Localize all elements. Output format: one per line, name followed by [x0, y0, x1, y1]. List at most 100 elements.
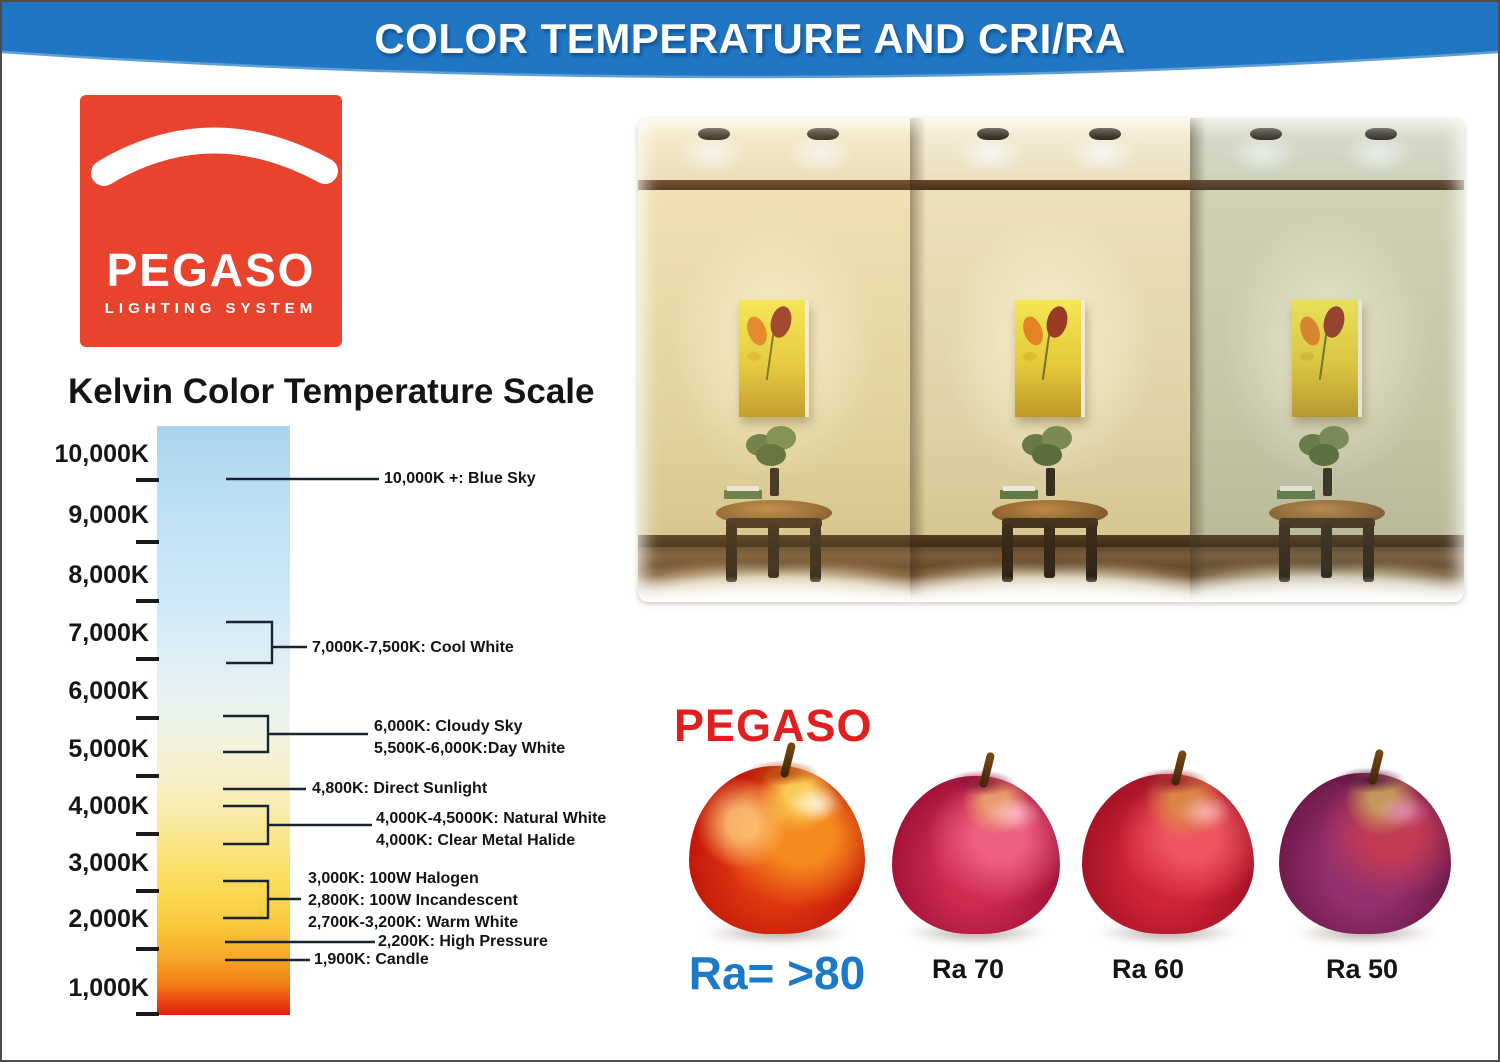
side-table — [716, 500, 832, 582]
table-reflection — [704, 556, 844, 574]
kelvin-tick-label: 9,000K — [68, 501, 149, 529]
room-alcove — [910, 118, 1190, 602]
kelvin-tick-mark — [136, 540, 159, 544]
spotlight-fixture — [977, 128, 1010, 140]
plant-foliage — [744, 424, 804, 472]
crown-molding — [1190, 180, 1464, 190]
painting-detail — [1300, 352, 1314, 361]
kelvin-tick-mark — [136, 832, 159, 836]
orange-tulip — [1296, 313, 1324, 349]
table-leg — [726, 524, 737, 582]
kelvin-tick-mark — [136, 889, 159, 893]
apple-ra60 — [1082, 749, 1254, 943]
kelvin-tick-label: 8,000K — [68, 561, 149, 589]
ceiling — [910, 118, 1190, 180]
apple-highlight — [1375, 793, 1432, 829]
kelvin-tick-mark — [136, 599, 159, 603]
logo-tagline-text: LIGHTING SYSTEM — [104, 300, 318, 317]
ra-value-highlight: Ra= >80 — [688, 947, 866, 999]
cri-brand-title: PEGASO — [674, 700, 873, 751]
tulip-painting — [1292, 300, 1362, 417]
apple-ra50 — [1279, 748, 1451, 943]
table-leg — [1086, 524, 1097, 582]
apple-highlight — [1178, 794, 1235, 830]
kelvin-tick-label: 2,000K — [68, 905, 149, 933]
annotation-day-white: 6,000K: Cloudy Sky 5,500K-6,000K:Day Whi… — [374, 718, 566, 757]
table-leg — [768, 524, 779, 578]
table-reflection — [980, 556, 1120, 574]
spotlight-fixture — [806, 128, 839, 140]
table-leg — [810, 524, 821, 582]
side-table — [992, 500, 1108, 582]
banner-ribbon-shape — [2, 2, 1498, 79]
table-leg — [1002, 524, 1013, 582]
kelvin-tick-mark — [136, 716, 159, 720]
annotation-cool-white: 7,000K-7,500K: Cool White — [312, 639, 514, 656]
apple-body — [892, 776, 1060, 934]
apple-highlight — [787, 786, 844, 822]
apple-body — [1082, 774, 1254, 934]
annotation-candle: 1,900K: Candle — [314, 951, 429, 968]
annotation-direct-sunlight: 4,800K: Direct Sunlight — [312, 780, 488, 797]
spotlight-fixture — [1250, 128, 1283, 140]
kelvin-tick-mark — [136, 947, 159, 951]
crown-molding — [638, 180, 910, 190]
tulip-painting — [1015, 300, 1085, 417]
plant-vase — [1323, 468, 1332, 496]
room-alcove — [1190, 118, 1464, 602]
books-stack — [724, 486, 762, 499]
kelvin-tick-mark — [136, 774, 159, 778]
plant-vase — [1046, 468, 1055, 496]
table-apron — [1002, 518, 1098, 528]
table-leg — [1279, 524, 1290, 582]
table-reflection — [1257, 556, 1397, 574]
kelvin-scale-title: Kelvin Color Temperature Scale — [68, 372, 595, 411]
apple-ra80 — [689, 741, 865, 943]
apple-body — [689, 766, 865, 934]
tulip-painting — [739, 300, 809, 417]
orange-tulip — [743, 313, 771, 349]
kelvin-tick-label: 3,000K — [68, 849, 149, 877]
side-table — [1269, 500, 1385, 582]
table-leg — [1044, 524, 1055, 578]
table-leg — [1321, 524, 1332, 578]
ra-value-label: Ra 60 — [1111, 954, 1185, 984]
annotation-warm-white: 3,000K: 100W Halogen 2,800K: 100W Incand… — [308, 870, 519, 931]
spotlight-fixture — [1365, 128, 1398, 140]
kelvin-tick-label: 5,000K — [68, 735, 149, 763]
spotlight-fixture — [1089, 128, 1122, 140]
books-stack — [1277, 486, 1315, 499]
kelvin-tick-label: 4,000K — [68, 792, 149, 820]
tulip-stem — [1318, 334, 1328, 380]
page-title: COLOR TEMPERATURE AND CRI/RA — [374, 15, 1126, 62]
kelvin-tick-mark — [136, 1012, 159, 1016]
plant-vase — [770, 468, 779, 496]
kelvin-gradient-bar — [157, 426, 290, 1015]
apple-ra70 — [892, 751, 1060, 943]
table-apron — [726, 518, 822, 528]
apple-body — [1279, 773, 1451, 934]
tulip-stem — [765, 334, 775, 380]
kelvin-tick-label: 7,000K — [68, 619, 149, 647]
logo-swoosh-icon — [91, 127, 338, 186]
plant-foliage — [1020, 424, 1080, 472]
kelvin-tick-mark — [136, 478, 159, 482]
ra-value-label: Ra 50 — [1325, 954, 1399, 984]
kelvin-tick-label: 10,000K — [54, 440, 149, 468]
painting-detail — [747, 352, 761, 361]
kelvin-tick-mark — [136, 657, 159, 661]
room-alcove — [638, 118, 910, 602]
ra-value-label: Ra 70 — [931, 954, 1005, 984]
logo-brand-text: PEGASO — [106, 244, 316, 296]
orange-tulip — [1019, 313, 1047, 349]
kelvin-tick-label: 6,000K — [68, 677, 149, 705]
spotlight-fixture — [697, 128, 730, 140]
table-leg — [1363, 524, 1374, 582]
plant-foliage — [1297, 424, 1357, 472]
annotation-natural-white: 4,000K-4,5000K: Natural White 4,000K: Cl… — [376, 810, 607, 849]
painting-detail — [1023, 352, 1037, 361]
title-banner: COLOR TEMPERATURE AND CRI/RA — [2, 2, 1498, 102]
pegaso-logo: PEGASO LIGHTING SYSTEM — [80, 95, 342, 347]
room-lighting-photo — [638, 118, 1464, 602]
